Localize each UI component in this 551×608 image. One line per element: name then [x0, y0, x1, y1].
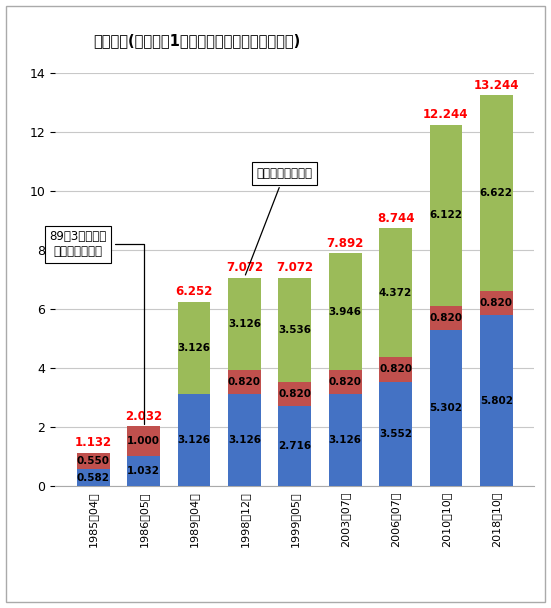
Bar [480, 95, 512, 291]
Text: 3.126: 3.126 [228, 435, 261, 445]
Text: 7.072: 7.072 [226, 261, 263, 274]
Text: 3.946: 3.946 [328, 306, 361, 317]
Bar [278, 382, 311, 406]
Bar [379, 358, 412, 381]
Text: 3.536: 3.536 [278, 325, 311, 335]
Text: 6.252: 6.252 [175, 285, 213, 299]
Bar [278, 406, 311, 486]
Text: 5.802: 5.802 [480, 396, 513, 406]
Text: 3.126: 3.126 [228, 319, 261, 329]
Bar [430, 330, 462, 486]
Text: 12.244: 12.244 [423, 108, 469, 121]
Bar [430, 306, 462, 330]
Bar [430, 125, 462, 306]
Text: 5.302: 5.302 [429, 403, 462, 413]
Bar [77, 469, 110, 486]
Text: 2.716: 2.716 [278, 441, 311, 451]
Text: 3.126: 3.126 [177, 343, 210, 353]
Text: 0.820: 0.820 [278, 389, 311, 399]
Text: 8.744: 8.744 [377, 212, 414, 224]
Bar [329, 394, 361, 486]
Text: 1.000: 1.000 [127, 436, 160, 446]
Text: 13.244: 13.244 [473, 79, 519, 92]
Text: 1.132: 1.132 [75, 437, 112, 449]
Bar [127, 426, 160, 456]
Text: 6.122: 6.122 [429, 210, 462, 220]
Text: 国・地方配分変更: 国・地方配分変更 [245, 167, 313, 275]
Bar [329, 254, 361, 370]
Bar [228, 278, 261, 370]
Text: 3.126: 3.126 [177, 435, 210, 445]
Text: 1.032: 1.032 [127, 466, 160, 476]
Bar [480, 291, 512, 315]
Bar [480, 315, 512, 486]
Text: 0.820: 0.820 [328, 377, 361, 387]
Text: 0.550: 0.550 [77, 456, 110, 466]
Text: 2.032: 2.032 [125, 410, 162, 423]
Bar [379, 228, 412, 358]
Bar [379, 381, 412, 486]
Bar [278, 278, 311, 382]
Text: たばこ税(従量税、1本あたり、消費税含まず、円): たばこ税(従量税、1本あたり、消費税含まず、円) [94, 33, 301, 49]
Bar [329, 370, 361, 394]
Text: 7.072: 7.072 [276, 261, 314, 274]
Bar [228, 370, 261, 394]
Bar [177, 302, 210, 394]
Bar [228, 394, 261, 486]
Text: 0.820: 0.820 [379, 364, 412, 375]
Text: 0.820: 0.820 [480, 298, 513, 308]
Text: 6.622: 6.622 [480, 188, 513, 198]
Text: 0.820: 0.820 [429, 313, 462, 323]
Text: 7.892: 7.892 [327, 237, 364, 250]
Bar [127, 456, 160, 486]
Text: 4.372: 4.372 [379, 288, 412, 298]
Bar [177, 394, 210, 486]
Text: 3.552: 3.552 [379, 429, 412, 439]
Text: 0.820: 0.820 [228, 377, 261, 387]
Text: 89年3月までは
他に従価税併課: 89年3月までは 他に従価税併課 [50, 230, 144, 424]
Text: 0.582: 0.582 [77, 473, 110, 483]
Text: 3.126: 3.126 [328, 435, 361, 445]
Bar [77, 453, 110, 469]
